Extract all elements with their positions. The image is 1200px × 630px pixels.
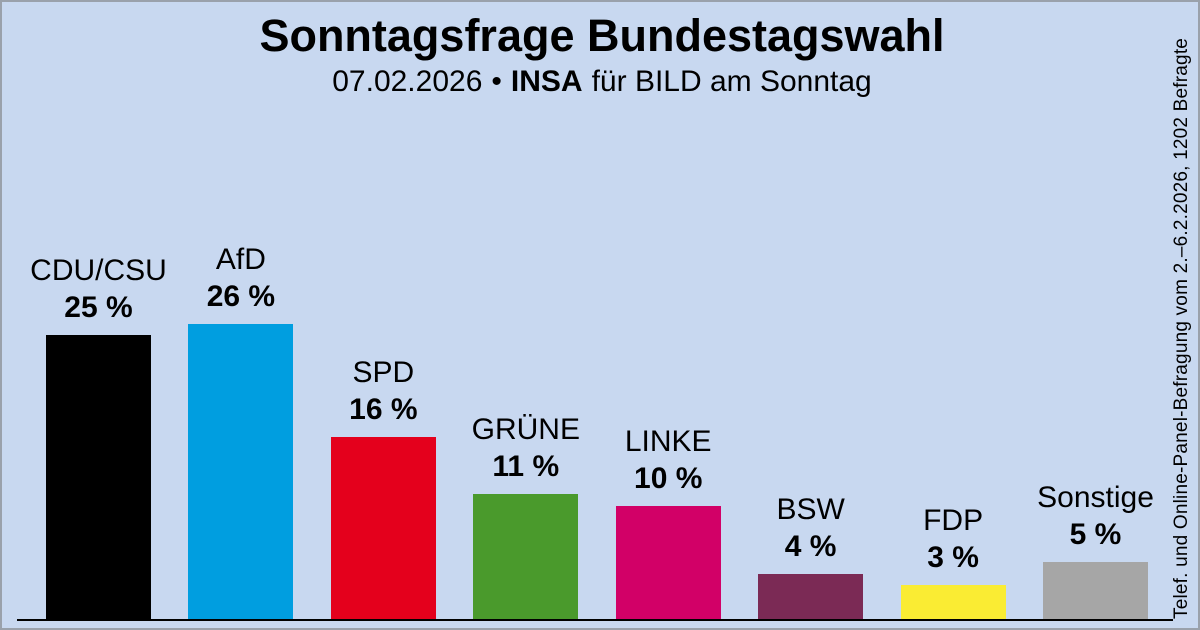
bar-cdu-csu bbox=[46, 335, 151, 619]
bar-spd bbox=[330, 437, 436, 619]
party-value: 4 % bbox=[784, 529, 837, 563]
party-value: 10 % bbox=[634, 461, 703, 495]
party-value: 11 % bbox=[492, 450, 560, 484]
bar-label-fdp: FDP 3 % bbox=[853, 502, 1053, 576]
subtitle-bullet-separator: • bbox=[491, 65, 502, 98]
bar-group-sonstige: Sonstige 5 % bbox=[996, 2, 1196, 619]
party-value: 5 % bbox=[1069, 518, 1122, 552]
bar-label-spd: SPD 16 % bbox=[283, 354, 483, 428]
bar-sonstige bbox=[1043, 562, 1148, 619]
party-name: SPD bbox=[352, 356, 415, 390]
bar-afd bbox=[188, 323, 294, 619]
party-value: 25 % bbox=[64, 291, 133, 325]
party-name: AfD bbox=[215, 242, 266, 276]
bar-group-spd: SPD 16 % bbox=[283, 2, 483, 619]
subtitle-institute: INSA bbox=[510, 65, 583, 98]
bar-group-bsw: BSW 4 % bbox=[711, 2, 911, 619]
party-name: Sonstige bbox=[1037, 481, 1154, 515]
bar-linke bbox=[615, 505, 721, 619]
bar-label-linke: LINKE 10 % bbox=[568, 423, 768, 497]
party-name: CDU/CSU bbox=[30, 254, 167, 288]
survey-method-note: Telef. und Online-Panel-Befragung vom 2.… bbox=[1171, 37, 1192, 619]
bar-fdp bbox=[900, 584, 1006, 619]
chart-title: Sonntagsfrage Bundestagswahl bbox=[259, 10, 945, 61]
party-name: FDP bbox=[923, 503, 984, 537]
party-value: 16 % bbox=[349, 393, 418, 427]
bar-label-sonstige: Sonstige 5 % bbox=[996, 479, 1196, 553]
party-name: LINKE bbox=[624, 424, 712, 458]
party-name: GRÜNE bbox=[471, 413, 580, 447]
bar-label-bsw: BSW 4 % bbox=[711, 491, 911, 565]
bar-label-gruene: GRÜNE 11 % bbox=[426, 411, 626, 485]
chart-subtitle: 07.02.2026 • INSA für BILD am Sonntag bbox=[2, 65, 1198, 99]
x-axis-baseline bbox=[17, 619, 1173, 621]
party-value: 26 % bbox=[206, 279, 276, 313]
bar-label-afd: AfD 26 % bbox=[141, 241, 341, 315]
party-name: BSW bbox=[776, 492, 845, 526]
subtitle-client: für BILD am Sonntag bbox=[591, 65, 872, 98]
subtitle-date: 07.02.2026 bbox=[332, 65, 483, 98]
bar-group-gruene: GRÜNE 11 % bbox=[426, 2, 626, 619]
bar-bsw bbox=[758, 573, 864, 619]
bar-group-afd: AfD 26 % bbox=[141, 2, 341, 619]
bar-group-cdu-csu: CDU/CSU 25 % bbox=[2, 2, 199, 619]
bar-group-linke: LINKE 10 % bbox=[568, 2, 768, 619]
party-value: 3 % bbox=[927, 540, 979, 574]
bar-label-cdu-csu: CDU/CSU 25 % bbox=[2, 252, 199, 326]
bar-gruene bbox=[473, 494, 579, 619]
bar-group-fdp: FDP 3 % bbox=[853, 2, 1053, 619]
